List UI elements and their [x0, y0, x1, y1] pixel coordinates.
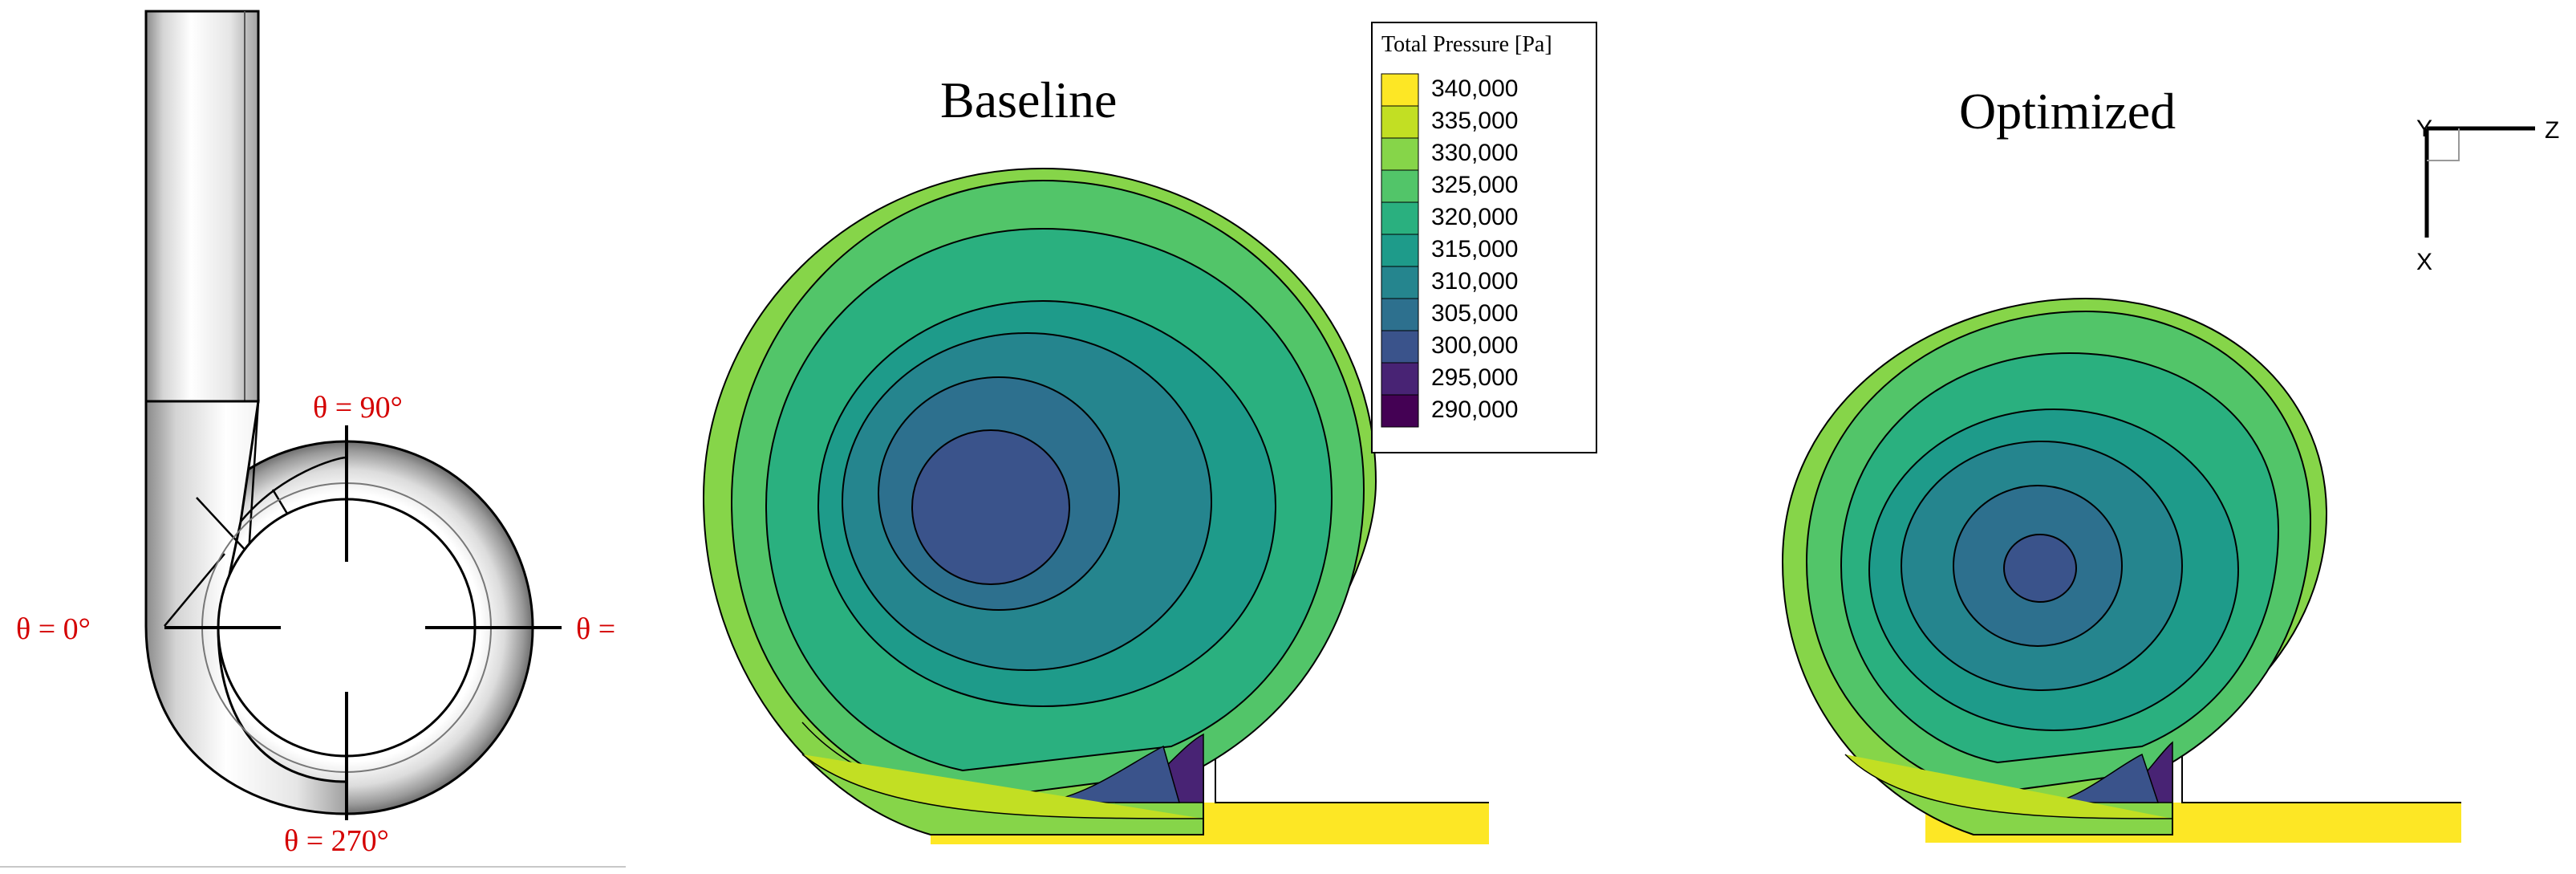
legend-swatch	[1381, 169, 1419, 203]
axis-y-label: Y	[2416, 116, 2432, 142]
axis-x-label: X	[2416, 249, 2432, 275]
legend-level-label: 330,000	[1431, 140, 1518, 166]
optimized-title: Optimized	[1959, 83, 2176, 140]
legend-level-label: 310,000	[1431, 268, 1518, 295]
legend-title: Total Pressure [Pa]	[1381, 32, 1552, 57]
axis-triad: Y Z X	[2416, 116, 2559, 275]
legend-swatch	[1381, 362, 1419, 396]
optimized-contour	[1781, 297, 2461, 843]
legend-swatch	[1381, 298, 1419, 331]
baseline-title: Baseline	[940, 71, 1117, 128]
legend-swatch	[1381, 137, 1419, 171]
baseline-contour	[702, 167, 1489, 844]
baseline-level-300	[911, 429, 1070, 585]
legend-swatch	[1381, 73, 1419, 107]
theta-180-label: θ =	[576, 612, 615, 646]
legend-swatch	[1381, 105, 1419, 139]
pressure-legend: Total Pressure [Pa] 340,000 335,000 330,00…	[1371, 22, 1597, 453]
axis-z-label: Z	[2545, 117, 2559, 144]
theta-90-label: θ = 90°	[313, 391, 403, 425]
legend-level-label: 320,000	[1431, 204, 1518, 230]
legend-level-label: 340,000	[1431, 75, 1518, 102]
legend-level-label: 300,000	[1431, 332, 1518, 359]
legend-swatch	[1381, 234, 1419, 267]
legend-level-label: 290,000	[1431, 396, 1518, 423]
legend-swatch	[1381, 394, 1419, 428]
legend-level-label: 295,000	[1431, 364, 1518, 391]
legend-swatch	[1381, 266, 1419, 299]
legend-level-label: 305,000	[1431, 300, 1518, 327]
theta-0-label: θ = 0°	[16, 612, 91, 646]
legend-level-label: 335,000	[1431, 108, 1518, 134]
legend-swatch	[1381, 330, 1419, 364]
legend-swatch	[1381, 201, 1419, 235]
optimized-level-300	[2003, 534, 2077, 603]
outlet-pipe	[144, 10, 260, 403]
legend-level-label: 325,000	[1431, 172, 1518, 198]
legend-level-label: 315,000	[1431, 236, 1518, 262]
volute-schematic: θ = 90° θ = 0° θ = θ = 270°	[0, 10, 626, 868]
theta-270-label: θ = 270°	[284, 824, 389, 858]
